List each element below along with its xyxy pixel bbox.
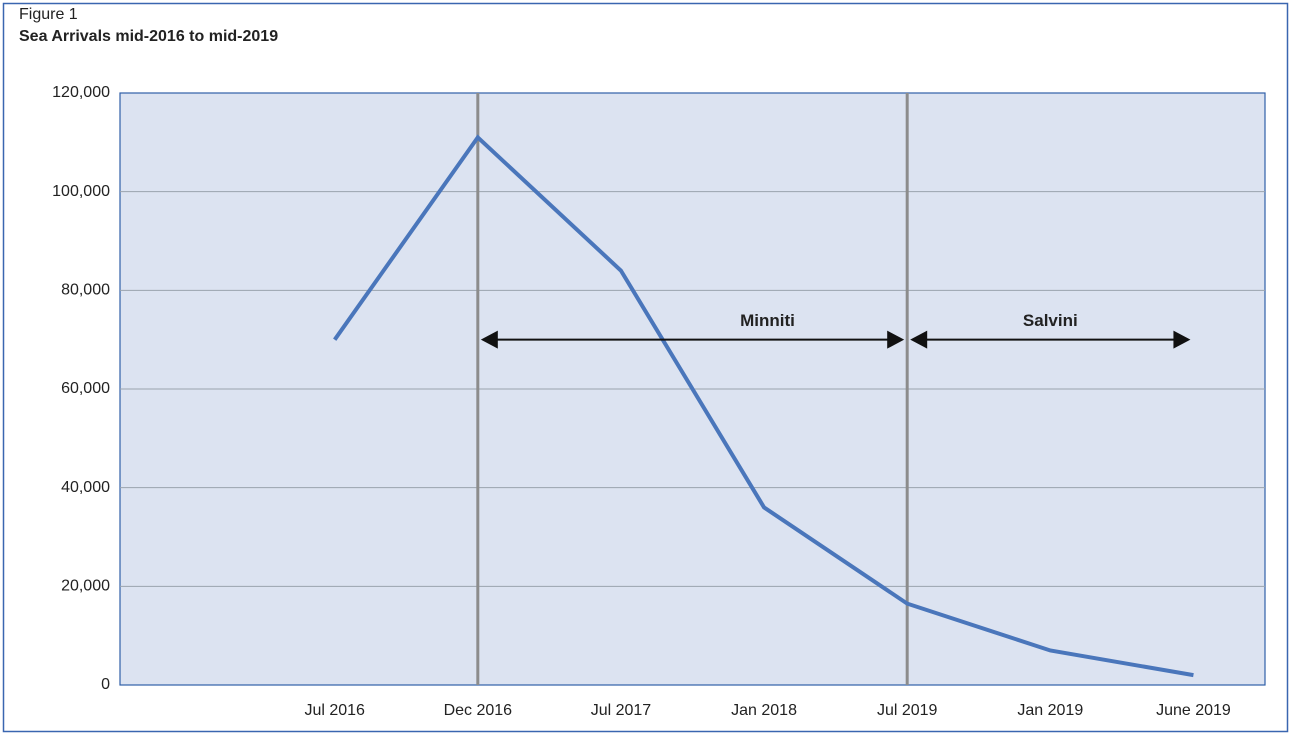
y-tick-label: 80,000 <box>61 282 110 299</box>
arrow-head <box>1173 330 1191 349</box>
data-line <box>333 134 1194 678</box>
y-tick-label: 20,000 <box>61 578 110 595</box>
y-tick-label: 60,000 <box>61 380 110 397</box>
x-tick-label: Dec 2016 <box>444 702 513 719</box>
figure-label: Figure 1 <box>19 6 78 23</box>
annotation-label: Minniti <box>740 311 795 330</box>
x-tick-label: Jan 2018 <box>731 702 797 719</box>
arrow-head <box>910 330 928 349</box>
arrow-head <box>480 330 498 349</box>
x-tick-label: Jul 2016 <box>304 702 365 719</box>
x-tick-label: June 2019 <box>1156 702 1231 719</box>
y-tick-label: 40,000 <box>61 479 110 496</box>
x-tick-label: Jan 2019 <box>1017 702 1083 719</box>
x-tick-label: Jul 2017 <box>591 702 652 719</box>
x-tick-label: Jul 2019 <box>877 702 938 719</box>
y-tick-label: 120,000 <box>52 84 110 101</box>
annotation-label: Salvini <box>1023 311 1078 330</box>
arrow-head <box>887 330 905 349</box>
y-tick-label: 100,000 <box>52 183 110 200</box>
y-tick-label: 0 <box>101 676 110 693</box>
chart-title: Sea Arrivals mid-2016 to mid-2019 <box>19 28 278 45</box>
